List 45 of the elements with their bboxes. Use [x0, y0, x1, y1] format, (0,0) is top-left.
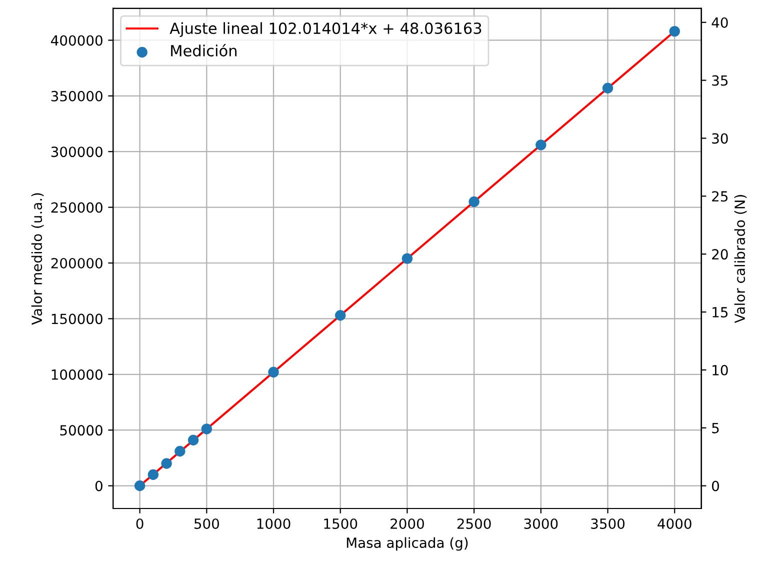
point [602, 82, 614, 94]
point [536, 140, 546, 150]
y2-tick-label: 40 [712, 17, 728, 28]
y-tick-label: 0 [95, 480, 102, 492]
x-tick-label: 500 [194, 518, 219, 529]
y2-tick-label: 25 [712, 191, 728, 202]
legend-label: Ajuste lineal 102.014014*x + 48.036163 [170, 22, 482, 38]
point [335, 310, 346, 321]
point [201, 424, 212, 434]
point [161, 458, 172, 469]
point [268, 366, 279, 378]
y-tick-label: 100000 [52, 369, 102, 380]
legend-label: Medición [171, 44, 236, 56]
x-tick-label: 4000 [658, 518, 692, 529]
y2-axis-title: Valor calibrado (N) [734, 195, 747, 324]
y-tick-label: 150000 [52, 314, 102, 324]
x-tick-label: 1000 [257, 518, 290, 529]
x-tick-label: 3000 [524, 518, 558, 529]
y2-tick-label: 15 [712, 307, 728, 318]
point [188, 434, 199, 446]
x-tick-label: 2500 [457, 518, 491, 529]
y2-tick-label: 5 [712, 423, 719, 434]
y-tick-label: 50000 [60, 425, 102, 436]
point [402, 253, 413, 264]
x-tick-label: 2000 [390, 518, 424, 529]
point [669, 26, 680, 37]
point [174, 446, 186, 457]
y2-tick-label: 30 [712, 133, 728, 144]
y2-tick-label: 10 [712, 364, 728, 376]
y2-tick-label: 35 [712, 75, 728, 86]
x-tick-label: 0 [136, 518, 144, 529]
y2-tick-label: 20 [712, 249, 728, 260]
y-axis-title: Valor medido (u.a.) [31, 193, 44, 325]
point [148, 469, 159, 480]
y-tick-label: 200000 [51, 258, 102, 268]
y-tick-label: 350000 [51, 90, 102, 102]
point [468, 196, 480, 208]
y-tick-label: 250000 [51, 202, 102, 213]
x-axis-title: Masa aplicada (g) [346, 537, 468, 551]
y2-tick-label: 0 [712, 480, 719, 492]
x-tick-label: 3500 [591, 518, 625, 529]
y-tick-label: 300000 [51, 146, 102, 158]
point [134, 480, 146, 492]
y-tick-label: 400000 [51, 35, 102, 46]
x-tick-label: 1500 [324, 518, 358, 529]
